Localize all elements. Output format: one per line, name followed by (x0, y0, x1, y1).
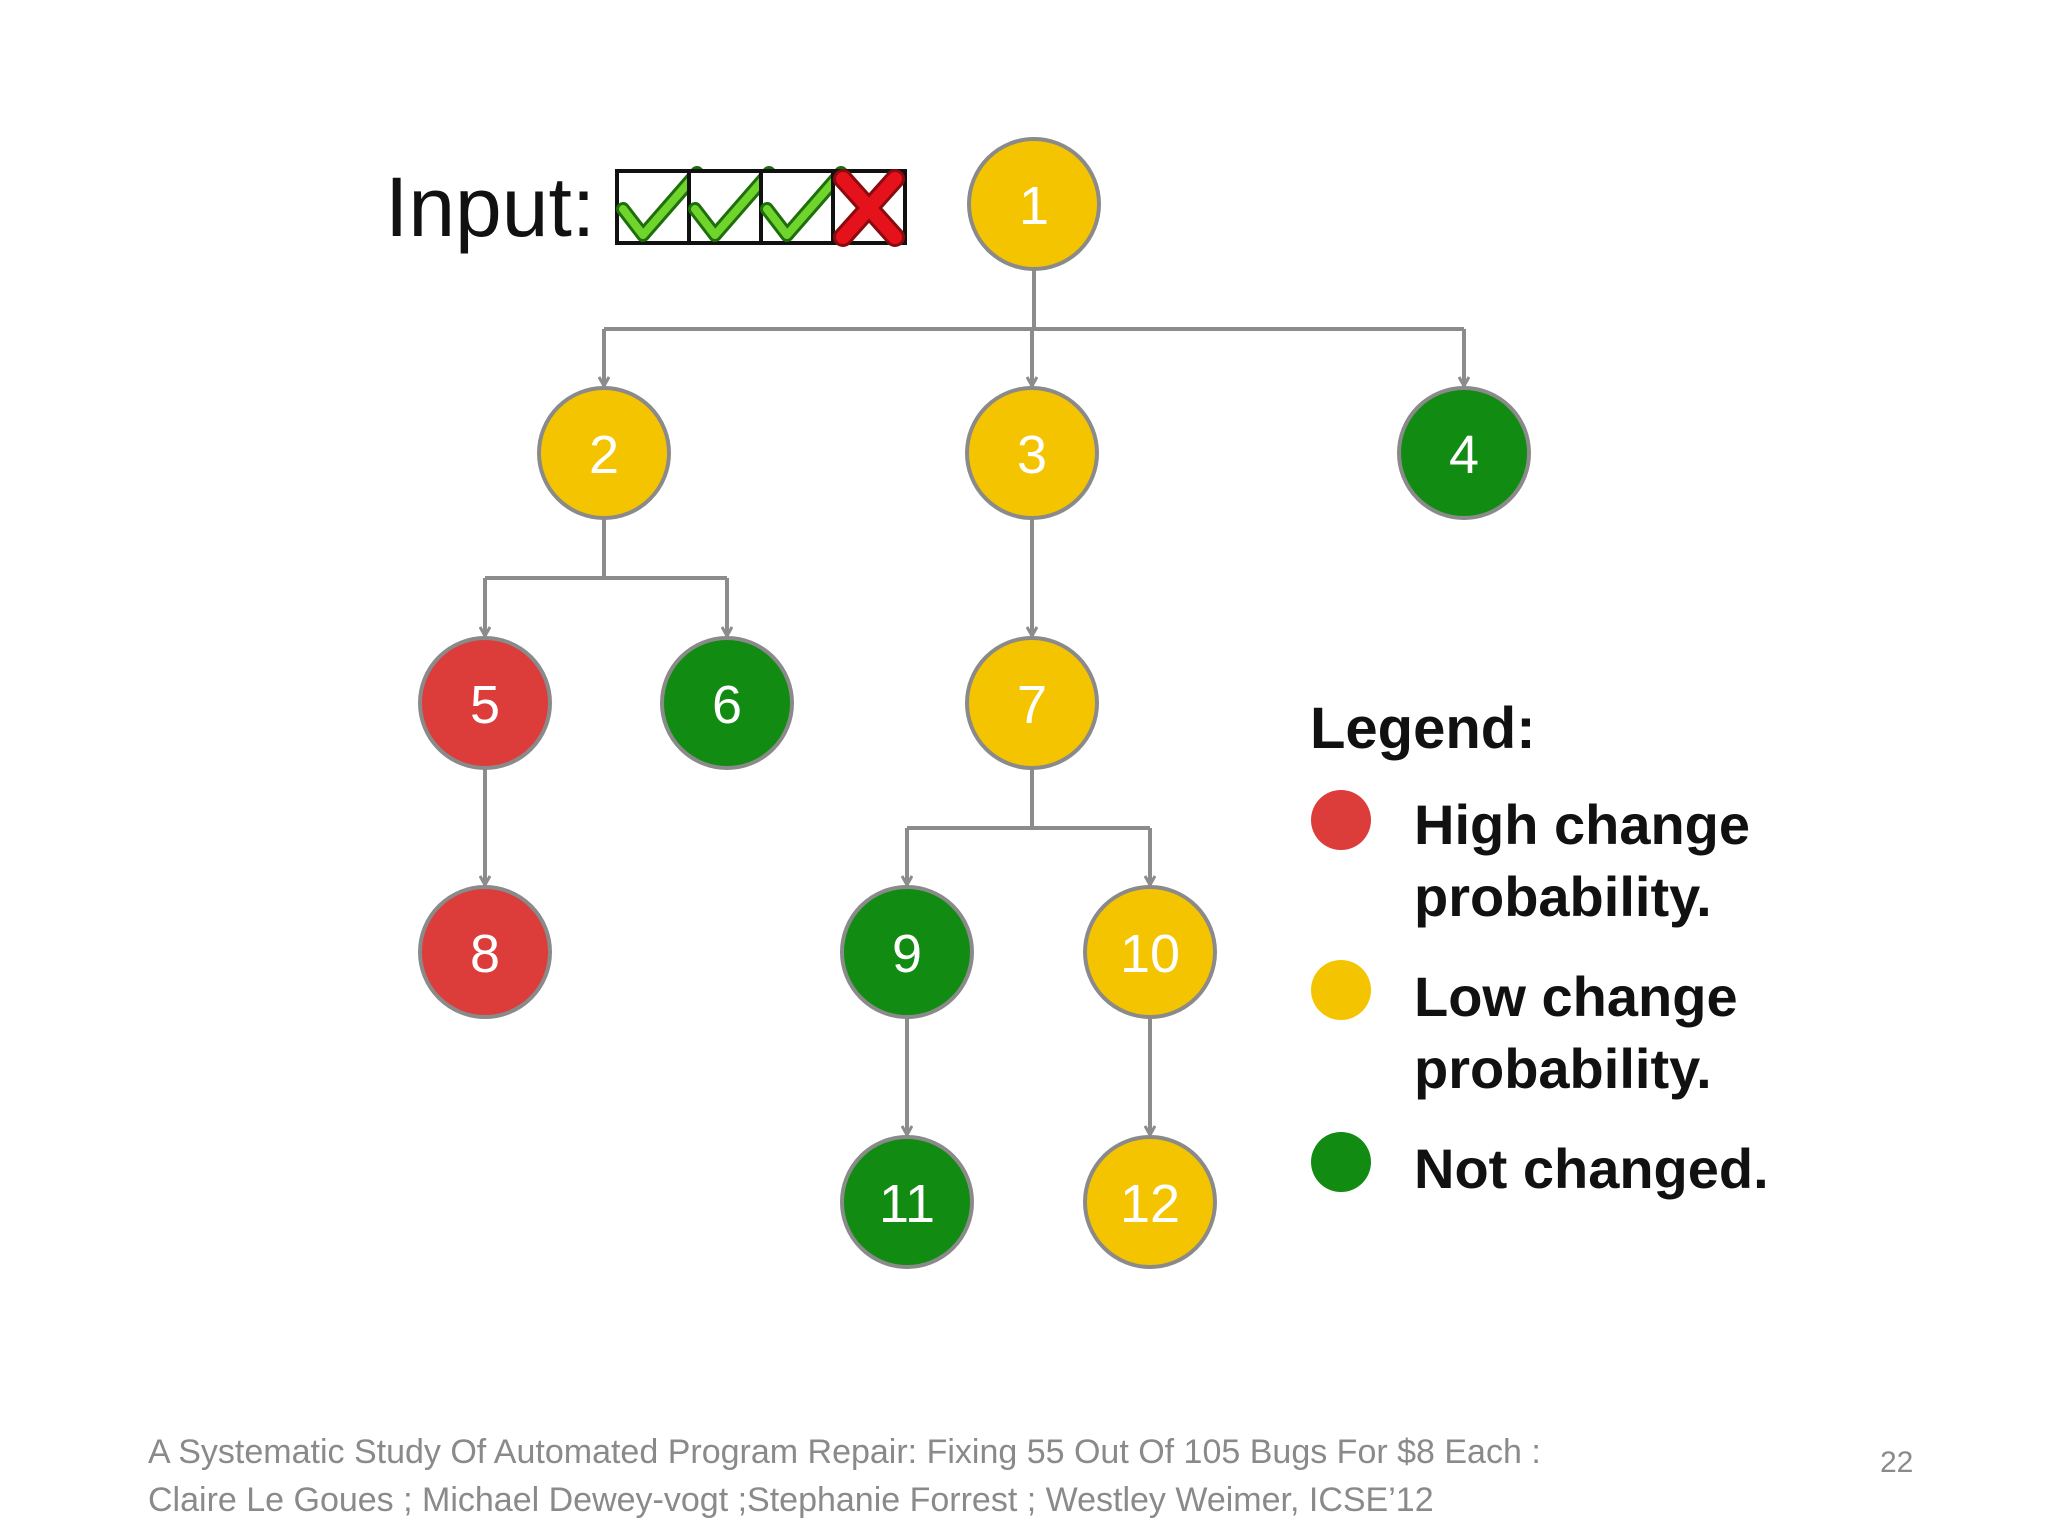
input-row: Input: (385, 160, 907, 254)
legend-dot-high (1311, 790, 1371, 850)
input-label: Input: (385, 160, 595, 254)
node-label: 4 (1449, 425, 1479, 485)
node-circle (418, 636, 552, 770)
node-circle (1083, 1135, 1217, 1269)
node-label: 3 (1017, 425, 1047, 485)
citation-footer: A Systematic Study Of Automated Program … (148, 1428, 1748, 1524)
node-label: 11 (879, 1174, 935, 1234)
input-results (615, 166, 907, 247)
legend-dot-low (1311, 960, 1371, 1020)
node-circle (537, 386, 671, 520)
node-circle (418, 885, 552, 1019)
node-5: 5 (418, 636, 552, 770)
node-label: 1 (1019, 176, 1049, 236)
node-circle (840, 1135, 974, 1269)
node-circle (660, 636, 794, 770)
legend-label: probability. (1414, 865, 1712, 928)
node-12: 12 (1083, 1135, 1217, 1269)
check-icon (759, 166, 848, 245)
legend-item-unchanged: Not changed. (1311, 1132, 1769, 1200)
node-label: 10 (1120, 924, 1180, 984)
node-label: 6 (712, 675, 742, 735)
legend-label: probability. (1414, 1037, 1712, 1100)
node-circle (967, 137, 1101, 271)
legend-label: Not changed. (1414, 1137, 1769, 1200)
edges (485, 269, 1464, 1135)
page-number: 22 (1880, 1446, 1914, 1479)
node-label: 7 (1017, 675, 1047, 735)
citation-line-2: Claire Le Goues ; Michael Dewey-vogt ;St… (148, 1481, 1434, 1519)
node-circle (1397, 386, 1531, 520)
legend-title: Legend: (1310, 696, 1536, 761)
node-circle (840, 885, 974, 1019)
node-2: 2 (537, 386, 671, 520)
node-circle (965, 386, 1099, 520)
node-10: 10 (1083, 885, 1217, 1019)
legend-items: High change probability. Low change probabi… (1311, 790, 1769, 1200)
node-9: 9 (840, 885, 974, 1019)
legend-label: Low change (1414, 965, 1738, 1028)
node-label: 8 (470, 924, 500, 984)
legend-item-low: Low change probability. (1311, 960, 1738, 1100)
node-label: 9 (892, 924, 922, 984)
node-11: 11 (840, 1135, 974, 1269)
legend-dot-unchanged (1311, 1132, 1371, 1192)
node-label: 12 (1120, 1174, 1180, 1234)
node-3: 3 (965, 386, 1099, 520)
legend-label: High change (1414, 793, 1750, 856)
citation-line-1: A Systematic Study Of Automated Program … (148, 1433, 1541, 1471)
node-8: 8 (418, 885, 552, 1019)
node-7: 7 (965, 636, 1099, 770)
check-icon (687, 166, 776, 245)
node-4: 4 (1397, 386, 1531, 520)
cross-icon (831, 169, 907, 247)
check-icon (615, 166, 704, 245)
node-circle (1083, 885, 1217, 1019)
node-label: 5 (470, 675, 500, 735)
legend-item-high: High change probability. (1311, 790, 1750, 928)
node-1: 1 (967, 137, 1101, 271)
node-6: 6 (660, 636, 794, 770)
node-circle (965, 636, 1099, 770)
node-label: 2 (589, 425, 619, 485)
